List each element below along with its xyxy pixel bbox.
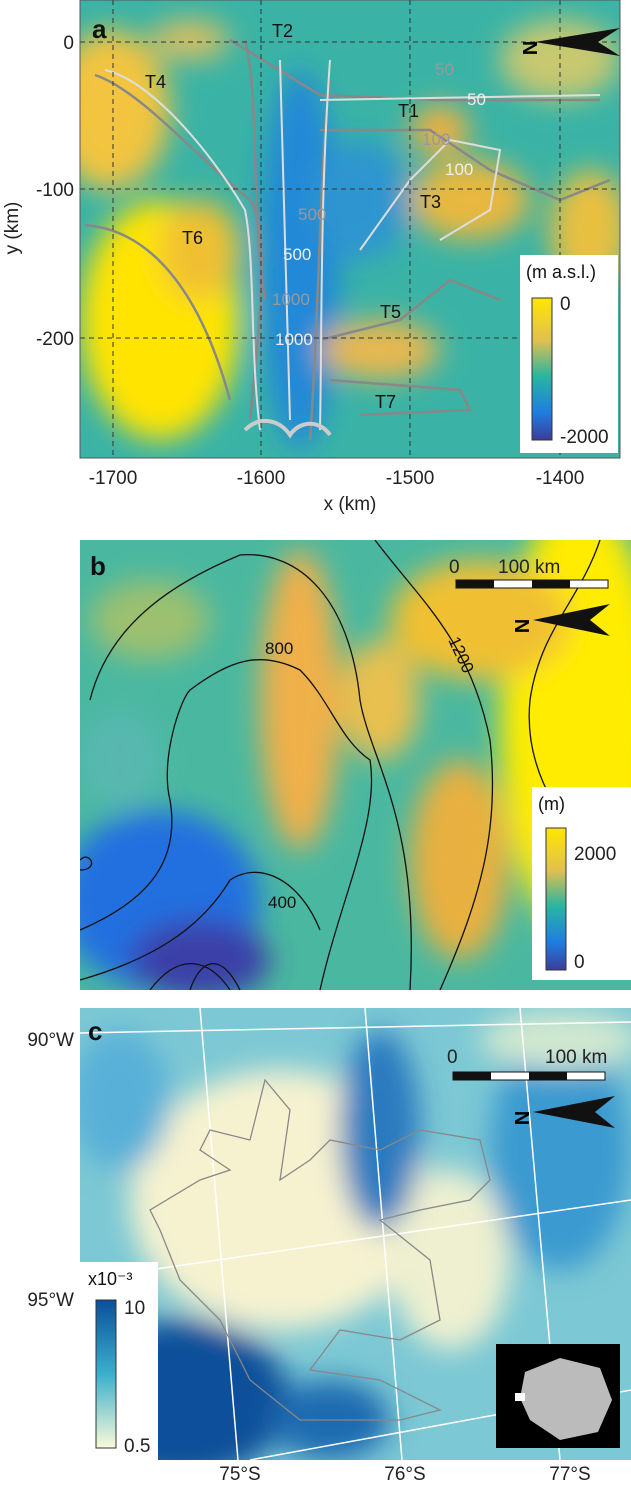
- contour-label: 100: [445, 160, 473, 179]
- north-arrow: N: [518, 28, 620, 56]
- tributary-label: T3: [420, 192, 441, 212]
- y-tick-label: -200: [36, 329, 74, 350]
- x-ticks: -1700 -1600 -1500 -1400: [89, 468, 585, 489]
- map-c: [80, 1008, 631, 1460]
- contour-label: 50: [435, 60, 454, 79]
- latitude-label: 76°S: [384, 1464, 425, 1485]
- tributary-label: T4: [145, 72, 166, 92]
- colorbar-c: x10⁻³ 10 0.5: [80, 1262, 158, 1460]
- scale-start: 0: [449, 557, 460, 578]
- contour-label: 100: [422, 130, 450, 149]
- latitude-label: 75°S: [219, 1464, 260, 1485]
- x-tick-label: -1400: [536, 468, 585, 489]
- x-axis-label: x (km): [324, 494, 377, 515]
- colorbar-tick: 10: [124, 1298, 145, 1319]
- tributary-label: T7: [375, 392, 396, 412]
- north-label: N: [510, 1111, 532, 1125]
- north-arrow: N: [510, 604, 610, 636]
- tributary-labels: T1 T2 T3 T4 T5 T6 T7: [145, 21, 441, 412]
- colorbar-tick: 0.5: [124, 1436, 150, 1457]
- colorbar-tick: -2000: [560, 427, 609, 448]
- contour-label: 800: [265, 639, 293, 658]
- contour-label: 1000: [275, 330, 313, 349]
- colorbar-title: (m): [538, 794, 565, 814]
- contour-label: 400: [268, 893, 296, 912]
- north-arrow: N: [510, 1096, 615, 1128]
- y-tick-label: 0: [63, 33, 74, 54]
- scale-end: 100 km: [545, 1047, 607, 1068]
- colorbar-b: (m) 2000 0: [532, 787, 631, 980]
- x-tick-label: -1500: [386, 468, 435, 489]
- colorbar-a: (m a.s.l.) 0 -2000: [520, 255, 618, 453]
- x-tick-label: -1700: [89, 468, 138, 489]
- tributary-label: T2: [272, 21, 293, 41]
- north-label: N: [518, 41, 540, 55]
- latitude-label: 77°S: [549, 1464, 590, 1485]
- colorbar-tick: 0: [560, 294, 571, 315]
- contour-labels: 50 50 100 100 500 500 1000 1000: [272, 60, 486, 349]
- y-ticks: 0 -100 -200: [36, 33, 74, 350]
- contour-label: 1000: [272, 290, 310, 309]
- longitude-label: 95°W: [27, 1290, 74, 1311]
- y-axis-label: y (km): [2, 202, 23, 255]
- contour-label: 50: [467, 90, 486, 109]
- colorbar-tick: 0: [574, 952, 585, 973]
- graticule-labels: 90°W 95°W 75°S 76°S 77°S: [27, 1030, 590, 1485]
- tributary-label: T1: [398, 101, 419, 121]
- y-tick-label: -100: [36, 180, 74, 201]
- tributary-label: T5: [380, 302, 401, 322]
- colorbar-title: (m a.s.l.): [526, 262, 596, 282]
- longitude-label: 90°W: [27, 1030, 74, 1051]
- scale-bar: 0 100 km: [447, 1047, 607, 1081]
- contour-label: 500: [283, 245, 311, 264]
- panel-label: a: [92, 14, 107, 44]
- scale-bar: 0 100 km: [449, 557, 609, 589]
- tributary-label: T6: [182, 228, 203, 248]
- frame: [79, 0, 621, 459]
- scale-start: 0: [447, 1047, 458, 1068]
- contour-label: 500: [298, 205, 326, 224]
- north-label: N: [510, 619, 532, 633]
- x-tick-label: -1600: [237, 468, 286, 489]
- panel-label: b: [90, 551, 106, 581]
- inset-map: [496, 1344, 620, 1448]
- scale-end: 100 km: [498, 557, 560, 578]
- colorbar-title: x10⁻³: [88, 1269, 133, 1289]
- panel-label: c: [88, 1016, 102, 1046]
- colorbar-tick: 2000: [574, 844, 616, 865]
